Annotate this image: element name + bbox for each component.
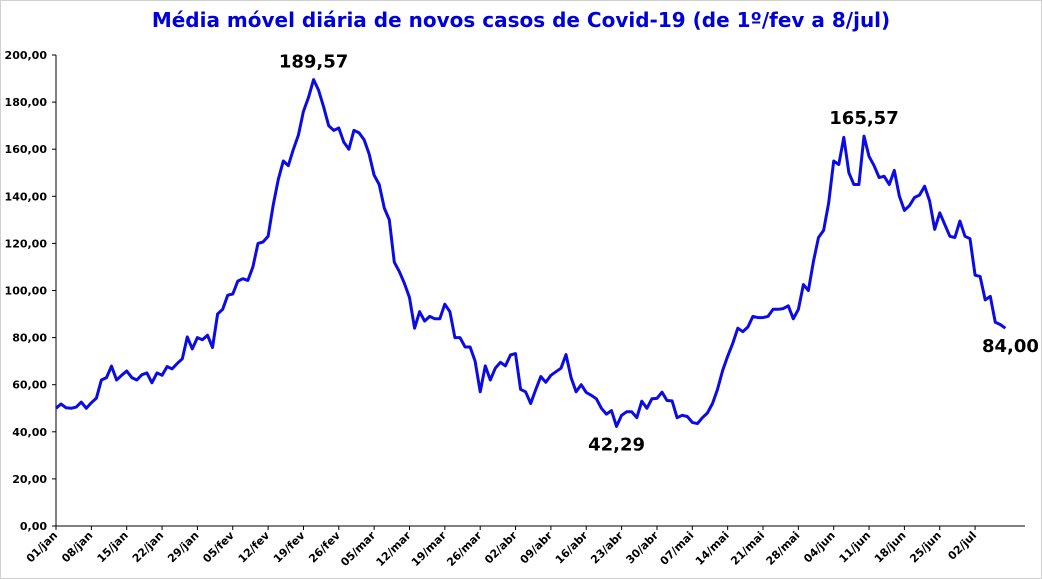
y-axis-ticks: 0,00 20,00 40,00 60,00 80,00 100,00 120,00 140,… [5,49,56,533]
data-label: 42,29 [588,434,645,455]
y-tick-label: 40,00 [12,426,47,439]
y-tick-label: 120,00 [5,237,48,250]
x-tick-label: 12/mar [374,529,414,569]
x-tick-label: 05/mar [338,529,378,569]
series-line [55,78,1007,428]
x-tick-label: 26/mar [444,529,484,569]
x-tick-label: 09/abr [518,529,556,567]
x-tick-label: 21/mai [728,529,767,568]
x-tick-label: 30/abr [624,529,662,567]
x-tick-label: 02/jul [945,529,979,563]
x-tick-label: 15/jan [95,529,131,565]
x-tick-label: 14/mai [693,529,732,568]
x-tick-label: 19/mar [409,529,449,569]
chart-title: Média móvel diária de novos casos de Cov… [151,8,891,32]
x-axis-ticks: 01/jan 08/jan 15/jan 22/jan 29/jan05/fev12/f… [24,526,979,569]
x-tick-label: 11/jun [837,529,874,566]
x-tick-label: 18/jun [872,529,909,566]
x-tick-label: 05/fev [200,528,237,565]
x-tick-label: 12/fev [236,528,273,565]
x-tick-label: 19/fev [271,528,308,565]
data-label: 189,57 [279,52,348,73]
y-tick-label: 60,00 [12,379,47,392]
y-tick-label: 180,00 [5,96,48,109]
x-tick-label: 29/jan [165,529,201,565]
y-tick-label: 0,00 [20,520,47,533]
data-label: 165,57 [829,108,898,129]
data-label: 84,00 [982,336,1039,357]
x-tick-label: 16/abr [553,529,591,567]
x-tick-label: 25/jun [907,529,944,566]
y-tick-label: 100,00 [5,285,48,298]
x-tick-label: 23/abr [588,529,626,567]
x-tick-label: 22/jan [130,529,166,565]
data-labels: 189,57 42,29 165,57 84,00 [279,52,1039,456]
x-tick-label: 04/jun [801,529,838,566]
y-tick-label: 140,00 [5,190,48,203]
x-tick-label: 28/mai [764,529,803,568]
y-tick-label: 200,00 [5,49,48,62]
y-tick-label: 20,00 [12,473,47,486]
x-tick-label: 07/mai [658,529,697,568]
y-tick-label: 160,00 [5,143,48,156]
x-tick-label: 02/abr [482,529,520,567]
x-tick-label: 01/jan [24,529,60,565]
y-tick-label: 80,00 [12,332,47,345]
x-tick-label: 08/jan [59,529,95,565]
